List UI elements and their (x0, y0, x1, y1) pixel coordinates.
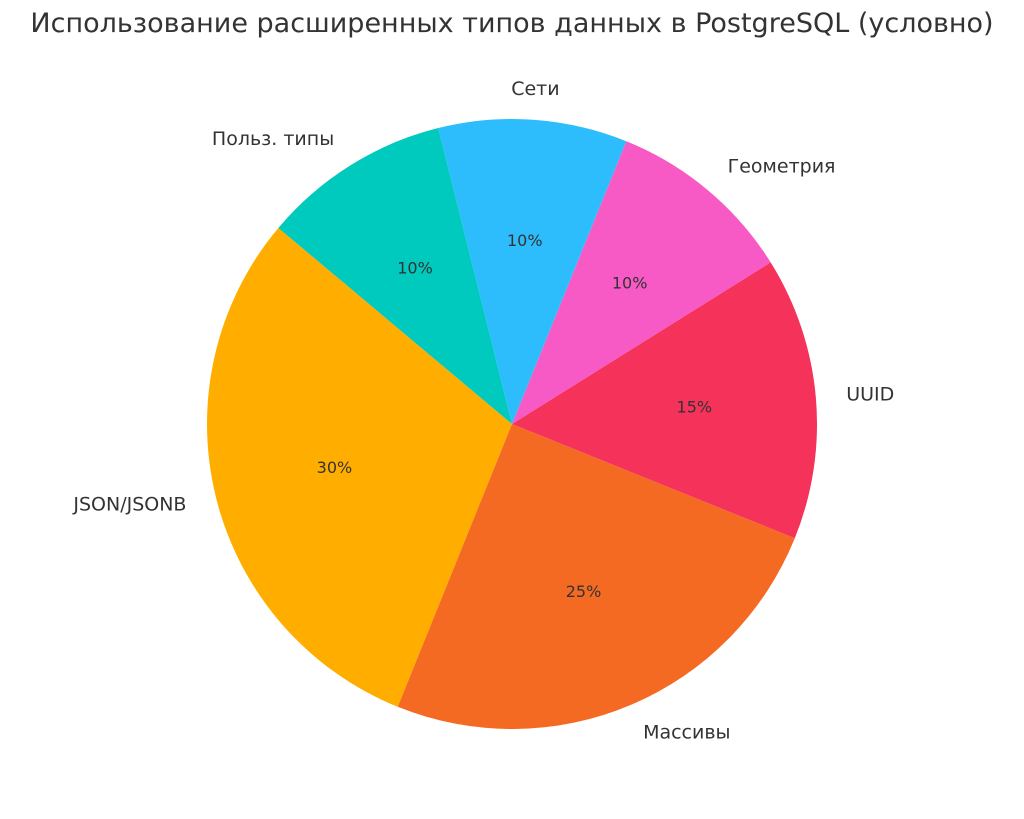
pie-slice-геометрия (512, 141, 771, 424)
chart-title: Использование расширенных типов данных в… (30, 8, 994, 39)
pie-slice-uuid (512, 262, 817, 539)
slice-label-польз-типы: Польз. типы (212, 128, 334, 150)
pie-slice-массивы (397, 424, 795, 730)
pie-slice-json-jsonb (207, 227, 512, 707)
slice-value-json-jsonb: 30% (317, 458, 353, 477)
pie-slice-сети (438, 118, 627, 424)
slice-label-json-jsonb: JSON/JSONB (72, 494, 186, 516)
slice-value-uuid: 15% (677, 398, 713, 417)
slice-label-массивы: Массивы (643, 721, 730, 743)
slice-label-геометрия: Геометрия (728, 155, 836, 177)
slice-value-геометрия: 10% (612, 273, 648, 292)
pie-slices (207, 118, 817, 730)
pie-labels: JSON/JSONB 30% Массивы 25% UUID 15% Геометрия 1… (72, 78, 894, 744)
slice-label-сети: Сети (511, 78, 559, 100)
slice-value-польз-типы: 10% (397, 258, 433, 277)
slice-value-сети: 10% (507, 231, 543, 250)
slice-label-uuid: UUID (846, 383, 894, 405)
pie-slice-польз-типы (278, 128, 512, 424)
slice-value-массивы: 25% (566, 582, 602, 601)
